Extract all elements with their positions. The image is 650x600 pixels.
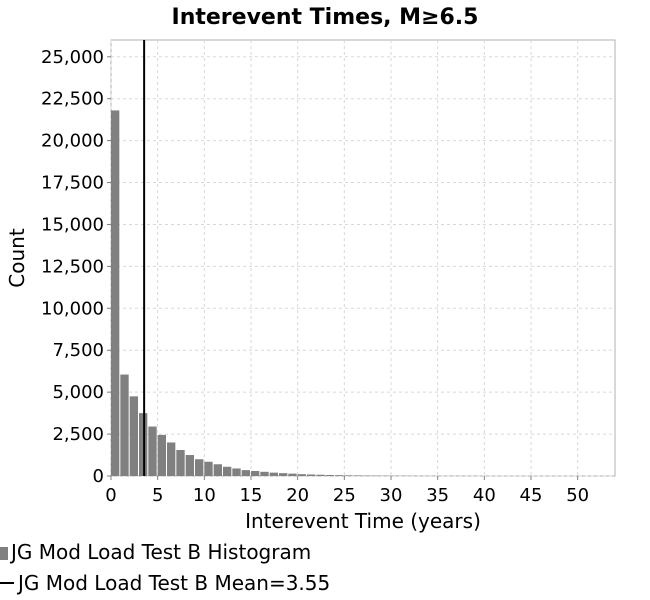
legend-line-swatch [0,582,14,584]
y-axis-label: Count [5,228,29,288]
histogram-bar [185,455,194,476]
x-tick-label: 30 [380,485,403,506]
x-tick-label: 5 [152,485,163,506]
histogram-bar [195,459,204,476]
histogram-bar [111,110,120,476]
histogram-bar [316,474,325,476]
histogram-bar [260,471,269,476]
histogram-bar [167,442,176,476]
legend-histogram-label: JG Mod Load Test B Histogram [11,540,312,564]
histogram-bar [279,473,288,476]
histogram-bar [288,473,297,476]
gridlines [110,40,615,477]
y-tick-label: 17,500 [41,173,104,194]
y-tick-label: 0 [93,466,104,487]
histogram-bar [148,426,157,476]
histogram-bar [251,470,260,476]
histogram-bar [241,470,250,476]
legend-mean: JG Mod Load Test B Mean=3.55 [0,571,330,595]
histogram-bar [129,396,138,476]
histogram-bar [344,475,353,476]
legend-histogram: JG Mod Load Test B Histogram [0,540,311,564]
x-tick-label: 35 [426,485,449,506]
histogram-bar [204,461,213,476]
x-tick-label: 15 [240,485,263,506]
histogram-bar [176,450,185,476]
plot-area [110,39,616,477]
legend-bar-swatch [0,547,8,560]
x-tick-label: 10 [193,485,216,506]
y-tick-label: 25,000 [41,47,104,68]
histogram-bar [120,374,129,476]
histogram-bar [363,475,372,476]
histogram-bar [269,472,278,476]
y-tick-label: 5,000 [52,382,104,403]
y-tick-label: 20,000 [41,131,104,152]
x-axis-label: Interevent Time (years) [245,509,481,533]
histogram-bar [353,475,362,476]
x-tick-label: 20 [286,485,309,506]
x-tick-label: 0 [105,485,116,506]
x-tick-label: 25 [333,485,356,506]
x-tick-label: 45 [520,485,543,506]
histogram-bar [213,464,222,476]
y-tick-label: 15,000 [41,214,104,235]
histogram-bar [157,434,166,476]
histogram-bar [325,474,334,476]
y-tick-label: 22,500 [41,89,104,110]
histogram-bar [335,475,344,476]
y-tick-label: 2,500 [52,424,104,445]
y-tick-label: 10,000 [41,298,104,319]
legend-mean-label: JG Mod Load Test B Mean=3.55 [18,571,331,595]
chart-title: Interevent Times, M≥6.5 [172,5,479,30]
x-axis-ticks: 0 5 10 15 20 25 30 35 40 45 50 [105,476,589,506]
x-tick-label: 40 [473,485,496,506]
histogram-bar [297,474,306,476]
y-tick-label: 7,500 [52,340,104,361]
y-axis-ticks: 0 2,500 5,000 7,500 10,000 12,500 15,000 17,500… [41,47,111,487]
histogram-bar [232,468,241,476]
histogram-bar [307,474,316,476]
y-tick-label: 12,500 [41,256,104,277]
histogram-bar [223,466,232,476]
x-tick-label: 50 [566,485,589,506]
